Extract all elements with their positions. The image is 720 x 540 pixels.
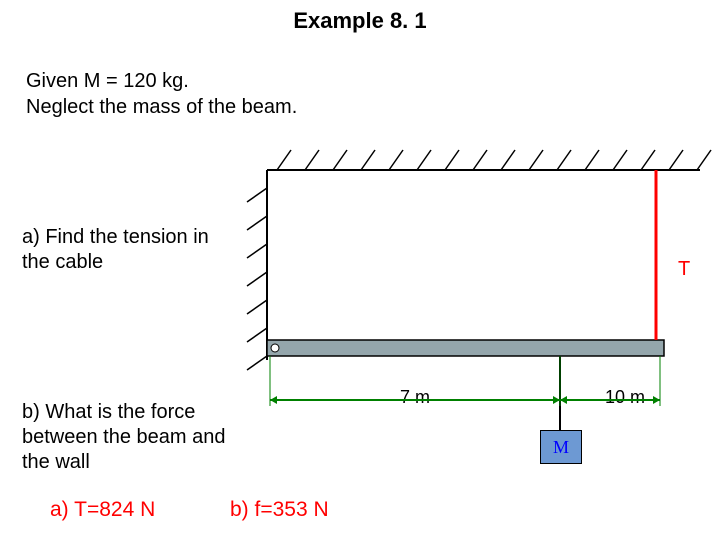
- mass-label: M: [553, 437, 569, 458]
- mass-block: M: [540, 430, 582, 464]
- diagram-svg: [0, 0, 720, 540]
